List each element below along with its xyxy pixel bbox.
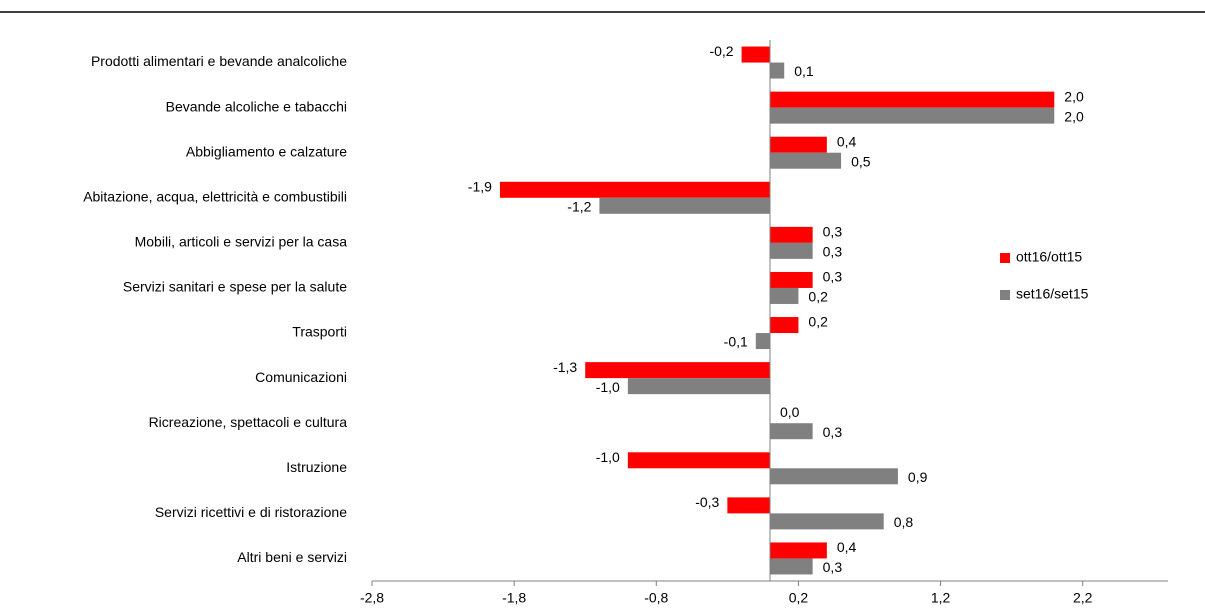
value-label: 0,3 xyxy=(823,269,843,285)
bar xyxy=(770,62,785,79)
bar xyxy=(770,468,898,485)
value-label: 2,0 xyxy=(1064,108,1084,124)
x-tick-label: -0,8 xyxy=(644,590,668,606)
x-tick-label: 0,2 xyxy=(789,590,809,606)
value-label: 0,4 xyxy=(837,133,857,149)
x-tick-label: 1,2 xyxy=(931,590,951,606)
x-tick-label: -2,8 xyxy=(360,590,384,606)
y-tick-label: Mobili, articoli e servizi per la casa xyxy=(135,234,348,250)
value-label: -0,3 xyxy=(695,494,719,510)
bar xyxy=(627,378,770,395)
y-tick-label: Prodotti alimentari e bevande analcolich… xyxy=(91,53,347,69)
y-tick-label: Istruzione xyxy=(286,459,347,475)
y-tick-label: Trasporti xyxy=(292,324,347,340)
bar xyxy=(755,333,770,350)
bar xyxy=(770,317,799,334)
value-label: 2,0 xyxy=(1064,88,1084,104)
value-label: 0,3 xyxy=(823,559,843,575)
value-label: 0,1 xyxy=(794,63,814,79)
y-tick-label: Ricreazione, spettacoli e cultura xyxy=(149,414,348,430)
value-label: -0,2 xyxy=(709,43,733,59)
y-tick-label: Comunicazioni xyxy=(255,369,347,385)
bar xyxy=(770,513,884,530)
legend-label: set16/set15 xyxy=(1016,286,1089,302)
value-label: -1,2 xyxy=(567,198,591,214)
bar xyxy=(727,497,770,514)
bar xyxy=(770,423,813,440)
value-label: -0,1 xyxy=(724,334,748,350)
bar xyxy=(770,542,827,559)
value-label: 0,0 xyxy=(780,404,800,420)
bar xyxy=(770,91,1055,108)
bar xyxy=(599,197,770,214)
value-label: 0,3 xyxy=(823,224,843,240)
value-label: 0,4 xyxy=(837,539,857,555)
bar xyxy=(770,136,827,153)
bar xyxy=(585,362,770,379)
y-tick-label: Servizi sanitari e spese per la salute xyxy=(123,279,347,295)
value-label: -1,9 xyxy=(468,178,492,194)
value-label: 0,2 xyxy=(808,314,828,330)
bar xyxy=(770,107,1055,124)
legend-swatch xyxy=(1000,290,1010,300)
value-label: -1,0 xyxy=(596,449,620,465)
value-label: -1,0 xyxy=(596,379,620,395)
legend-label: ott16/ott15 xyxy=(1016,249,1082,265)
legend-swatch xyxy=(1000,253,1010,263)
bar xyxy=(499,181,770,198)
y-tick-label: Abbigliamento e calzature xyxy=(186,143,347,159)
bar xyxy=(770,226,813,243)
y-tick-label: Abitazione, acqua, elettricità e combust… xyxy=(83,188,347,204)
bar xyxy=(770,242,813,259)
bar xyxy=(741,46,770,63)
x-tick-label: -1,8 xyxy=(502,590,526,606)
value-label: 0,3 xyxy=(823,244,843,260)
value-label: 0,2 xyxy=(808,289,828,305)
bar xyxy=(770,152,842,169)
bar xyxy=(770,287,799,304)
bar xyxy=(627,452,770,469)
value-label: 0,3 xyxy=(823,424,843,440)
bar xyxy=(770,558,813,575)
value-label: 0,8 xyxy=(894,514,914,530)
x-tick-label: 2,2 xyxy=(1073,590,1093,606)
value-label: 0,9 xyxy=(908,469,928,485)
bar xyxy=(770,271,813,288)
value-label: -1,3 xyxy=(553,359,577,375)
value-label: 0,5 xyxy=(851,153,871,169)
y-tick-label: Altri beni e servizi xyxy=(237,549,347,565)
y-tick-label: Bevande alcoliche e tabacchi xyxy=(166,98,347,114)
y-tick-label: Servizi ricettivi e di ristorazione xyxy=(155,504,347,520)
